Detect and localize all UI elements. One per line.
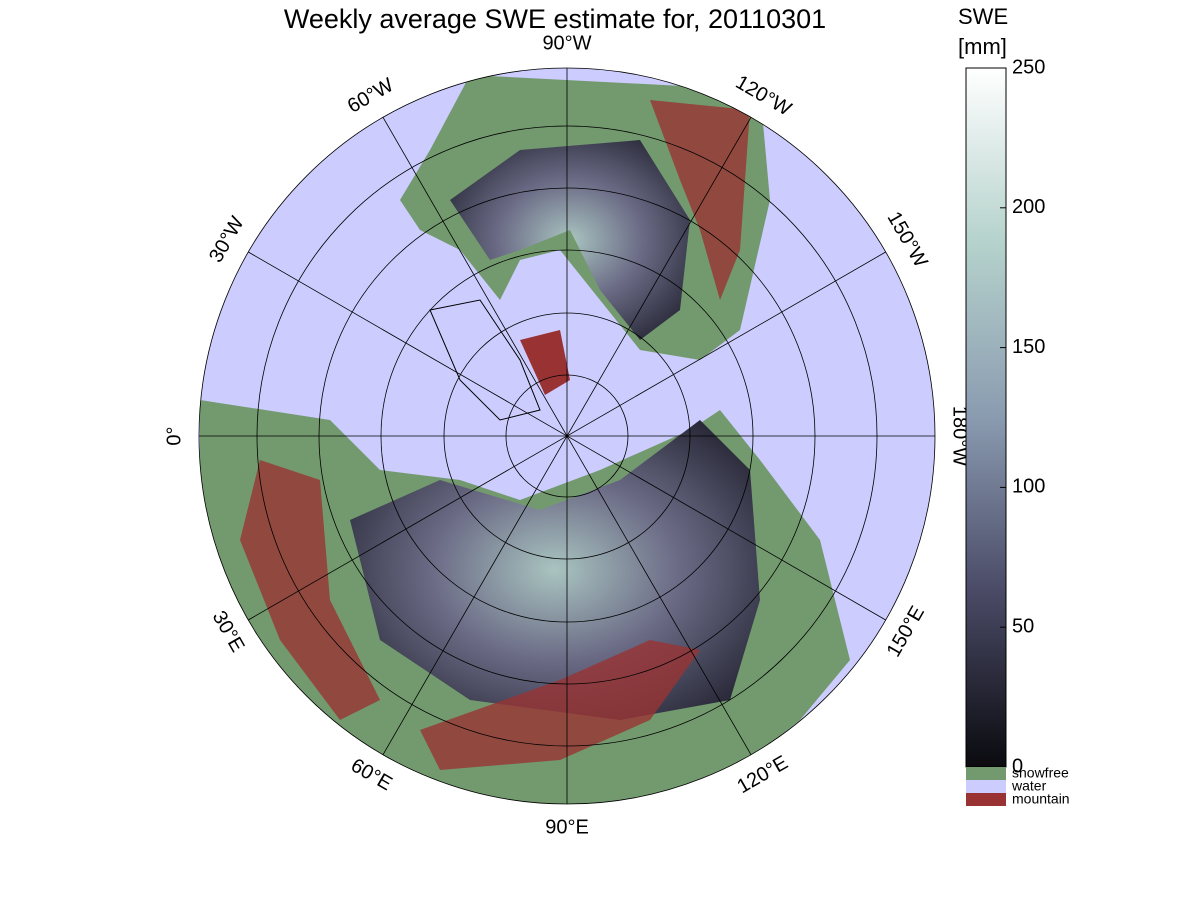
category-label: mountain: [1012, 791, 1070, 807]
category-label: water: [1011, 778, 1047, 794]
category-swatch: [966, 780, 1006, 793]
longitude-label: 90°E: [545, 816, 589, 838]
longitude-label: 30°W: [205, 213, 249, 267]
greenland-mountain: [520, 330, 570, 395]
colorbar-tick-label: 250: [1012, 56, 1045, 78]
colorbar-label: SWE: [958, 4, 1008, 29]
colorbar-bar: [965, 67, 1007, 768]
longitude-label: 90°W: [542, 32, 591, 54]
colorbar-tick-label: 100: [1012, 476, 1045, 498]
colorbar-tick-label: 200: [1012, 196, 1045, 218]
colorbar: SWE [mm] 0 50 100 150 200 250 snowfreewatermou…: [958, 4, 1070, 807]
meridian: [382, 117, 752, 755]
longitude-label: 0°: [163, 426, 185, 445]
north-america-snow: [450, 140, 690, 340]
colorbar-tick-label: 50: [1012, 615, 1034, 637]
europe-mountain: [240, 460, 380, 720]
asia-mountain: [420, 640, 700, 770]
category-swatch: [966, 767, 1006, 780]
longitude-label: 180°W: [949, 406, 971, 466]
longitude-label: 30°E: [208, 607, 249, 656]
colorbar-tick-label: 0: [1012, 755, 1023, 777]
meridians: [199, 68, 935, 804]
category-swatch: [966, 793, 1006, 806]
longitude-label: 60°W: [344, 74, 398, 118]
colorbar-label: [mm]: [958, 34, 1007, 59]
greenland-outline: [429, 299, 541, 421]
rockies-mountain: [650, 100, 750, 300]
longitude-label: 60°E: [347, 754, 396, 795]
colorbar-tick-label: 150: [1012, 336, 1045, 358]
title: Weekly average SWE estimate for, 2011030…: [284, 4, 826, 34]
category-label: snowfree: [1012, 765, 1069, 781]
